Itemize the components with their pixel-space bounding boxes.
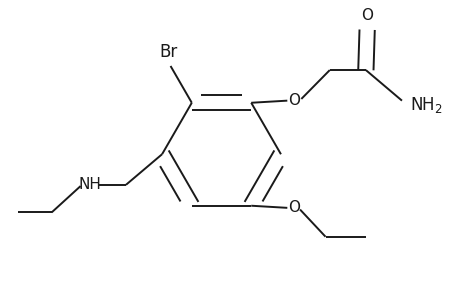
Text: NH$_2$: NH$_2$ [409,95,442,115]
Text: O: O [360,8,372,23]
Text: O: O [287,200,299,215]
Text: NH: NH [78,177,101,192]
Text: Br: Br [159,43,177,61]
Text: O: O [287,93,299,108]
